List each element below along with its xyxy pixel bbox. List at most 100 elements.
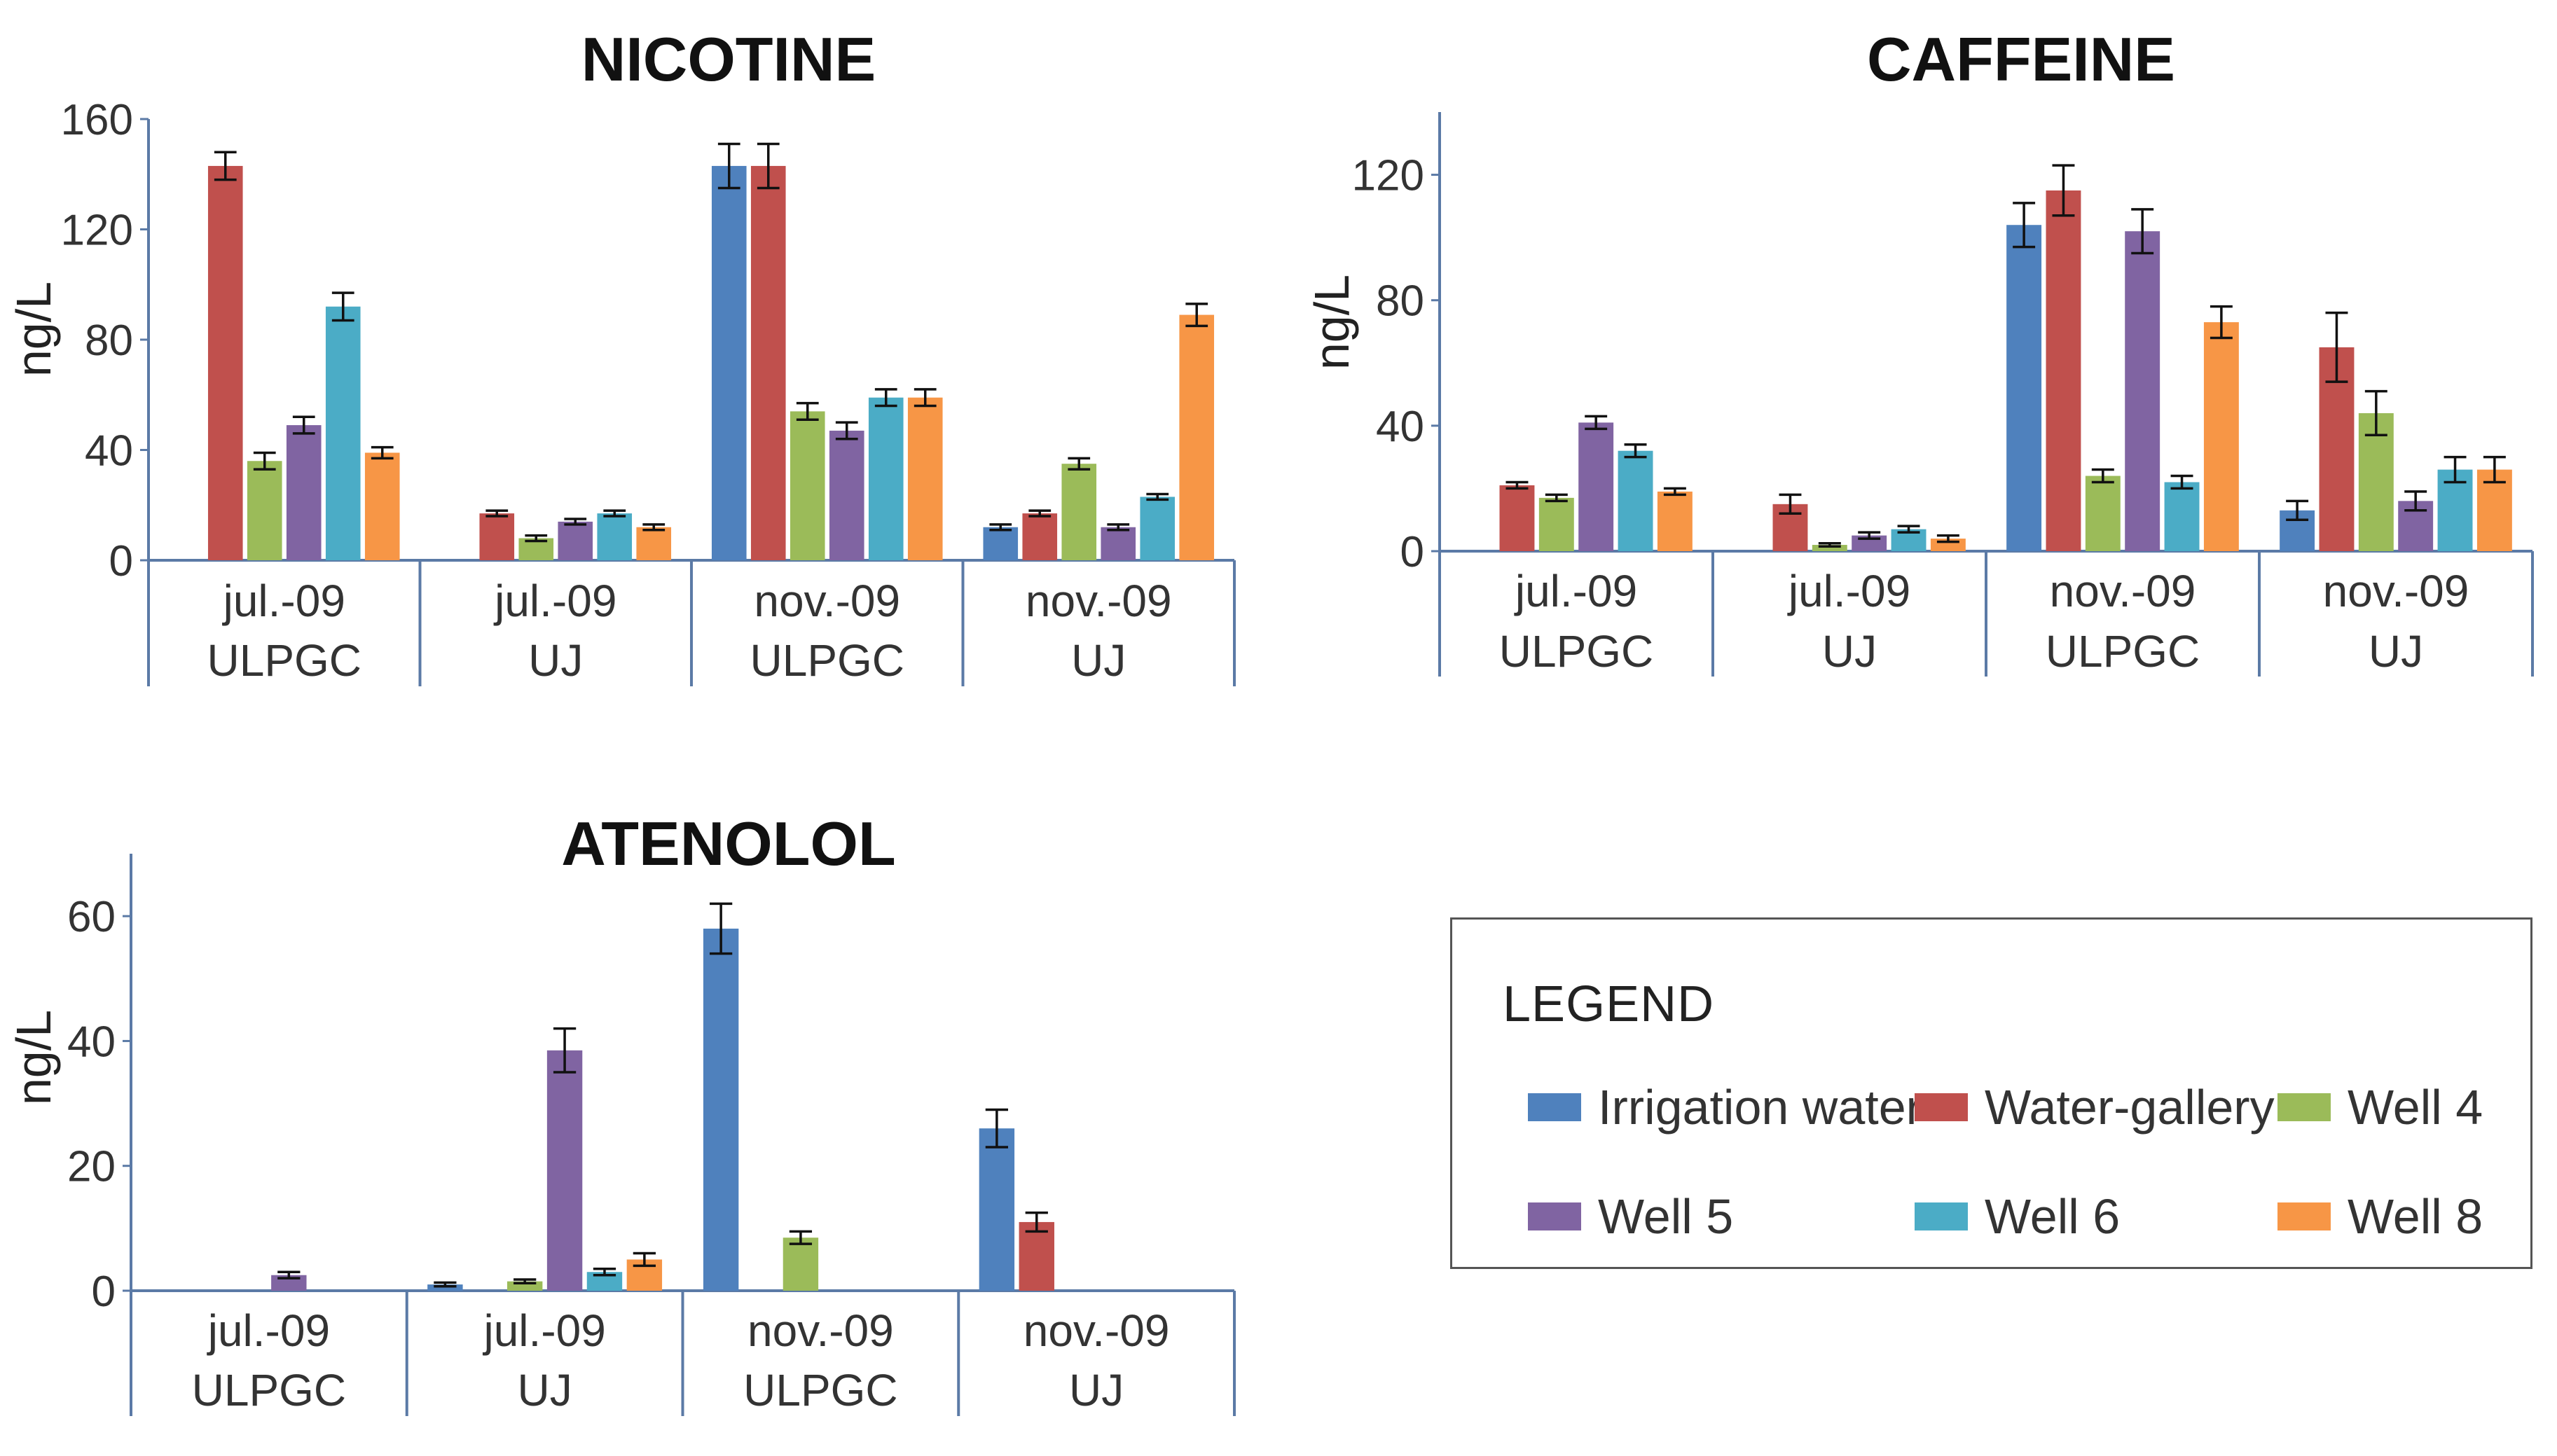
legend-label: Well 4 [2348, 1080, 2483, 1135]
atenolol-x-tick-label-date: nov.-09 [747, 1305, 894, 1356]
legend-item-irrigation-water: Irrigation water [1528, 1079, 1922, 1135]
atenolol-x-tick-label-site: UJ [1069, 1365, 1124, 1415]
legend-swatch-well-6 [1915, 1202, 1968, 1230]
nicotine-bar-well-8 [907, 397, 943, 560]
caffeine-y-tick-label: 40 [1376, 403, 1424, 451]
legend: LEGEND Irrigation water Water-gallery We… [1450, 917, 2532, 1269]
nicotine-x-tick-label-site: ULPGC [207, 635, 362, 686]
caffeine-x-tick-label-date: jul.-09 [1514, 566, 1637, 616]
atenolol-x-tick-label-site: ULPGC [743, 1365, 898, 1415]
legend-swatch-well-4 [2277, 1093, 2331, 1121]
nicotine-y-tick-label: 160 [61, 96, 133, 144]
caffeine-bar-well-6 [2164, 482, 2200, 551]
caffeine-x-tick-label-site: UJ [1822, 626, 1877, 677]
caffeine-bar-well-4 [1538, 497, 1574, 551]
atenolol-x-tick-label-date: jul.-09 [482, 1305, 605, 1356]
legend-item-well-6: Well 6 [1915, 1188, 2120, 1244]
caffeine-x-tick-label-date: jul.-09 [1787, 566, 1910, 616]
nicotine-y-tick-label: 80 [85, 317, 133, 365]
atenolol-chart-title: ATENOLOL [561, 809, 895, 878]
caffeine-bar-well-6 [1618, 450, 1653, 551]
atenolol-y-tick-label: 0 [92, 1268, 116, 1316]
caffeine-y-tick-label: 120 [1352, 152, 1424, 200]
nicotine-y-tick-label: 120 [61, 207, 133, 255]
atenolol-bar-water-gallery [1019, 1221, 1054, 1291]
atenolol-bar-irrigation-water [979, 1128, 1015, 1291]
legend-label: Well 5 [1598, 1189, 1734, 1244]
nicotine-x-tick-label-site: ULPGC [750, 635, 905, 686]
nicotine-bar-well-8 [636, 527, 672, 560]
nicotine-bar-well-6 [1140, 497, 1176, 560]
caffeine-bar-water-gallery [2046, 190, 2081, 551]
legend-label: Water-gallery [1985, 1080, 2275, 1135]
nicotine-bar-water-gallery [750, 165, 786, 560]
nicotine-chart-title: NICOTINE [581, 25, 876, 94]
atenolol-bar-irrigation-water [427, 1284, 463, 1291]
legend-item-water-gallery: Water-gallery [1915, 1079, 2275, 1135]
caffeine-bar-well-4 [1812, 545, 1847, 551]
atenolol-y-axis-label: ng/L [6, 1010, 61, 1105]
nicotine-x-tick-label-site: UJ [1071, 635, 1126, 686]
nicotine-bar-well-4 [790, 411, 825, 560]
caffeine-x-tick-label-date: nov.-09 [2050, 566, 2196, 616]
atenolol-y-tick-label: 20 [67, 1143, 116, 1191]
legend-swatch-irrigation-water [1528, 1093, 1581, 1121]
nicotine-bar-well-5 [829, 430, 864, 560]
caffeine-chart-title: CAFFEINE [1867, 25, 2175, 94]
caffeine-x-tick-label-date: nov.-09 [2323, 566, 2469, 616]
nicotine-bar-irrigation-water [983, 527, 1019, 560]
legend-title: LEGEND [1503, 976, 1715, 1032]
caffeine-x-tick-label-site: ULPGC [1499, 626, 1654, 677]
legend-label: Well 6 [1985, 1189, 2121, 1244]
caffeine-y-tick-label: 80 [1376, 277, 1424, 326]
caffeine-x-tick-label-site: UJ [2369, 626, 2423, 677]
nicotine-x-tick-label-date: jul.-09 [222, 576, 345, 626]
caffeine-bar-well-5 [1578, 422, 1614, 551]
nicotine-bar-well-6 [868, 397, 904, 560]
atenolol-bar-irrigation-water [703, 928, 739, 1291]
legend-label: Well 8 [2348, 1189, 2483, 1244]
atenolol-x-tick-label-date: nov.-09 [1024, 1305, 1170, 1356]
caffeine-bar-well-8 [2203, 322, 2239, 551]
nicotine-bar-water-gallery [1022, 513, 1058, 560]
nicotine-bar-water-gallery [207, 165, 243, 560]
legend-swatch-water-gallery [1915, 1093, 1968, 1121]
caffeine-y-axis-label: ng/L [1304, 275, 1359, 370]
nicotine-bar-well-4 [247, 461, 282, 560]
caffeine-bar-water-gallery [1499, 485, 1535, 551]
nicotine-x-tick-label-date: jul.-09 [493, 576, 616, 626]
caffeine-bar-well-4 [2085, 476, 2121, 551]
nicotine-y-tick-label: 40 [85, 427, 133, 476]
nicotine-x-tick-label-date: nov.-09 [754, 576, 900, 626]
nicotine-bar-well-6 [597, 513, 633, 560]
legend-swatch-well-5 [1528, 1202, 1581, 1230]
atenolol-x-tick-label-date: jul.-09 [207, 1305, 330, 1356]
atenolol-y-tick-label: 60 [67, 893, 116, 941]
legend-item-well-8: Well 8 [2277, 1188, 2483, 1244]
atenolol-x-tick-label-site: UJ [518, 1365, 572, 1415]
caffeine-y-tick-label: 0 [1400, 528, 1424, 576]
atenolol-y-tick-label: 40 [67, 1018, 116, 1066]
legend-label: Irrigation water [1598, 1080, 1922, 1135]
caffeine-bar-irrigation-water [2006, 225, 2042, 551]
atenolol-x-tick-label-site: ULPGC [192, 1365, 347, 1415]
nicotine-bar-irrigation-water [711, 165, 747, 560]
nicotine-bar-well-5 [558, 521, 593, 560]
nicotine-bar-well-5 [1101, 527, 1136, 560]
legend-swatch-well-8 [2277, 1202, 2331, 1230]
nicotine-y-axis-label: ng/L [6, 282, 61, 377]
caffeine-bar-well-8 [1657, 491, 1693, 551]
nicotine-bar-well-5 [286, 425, 322, 560]
legend-item-well-5: Well 5 [1528, 1188, 1733, 1244]
legend-item-well-4: Well 4 [2277, 1079, 2483, 1135]
nicotine-bar-water-gallery [479, 513, 515, 560]
atenolol-bar-well-4 [783, 1237, 819, 1291]
nicotine-y-tick-label: 0 [109, 537, 133, 585]
nicotine-bar-well-4 [1061, 464, 1097, 560]
caffeine-bar-well-5 [2125, 231, 2160, 551]
nicotine-x-tick-label-site: UJ [528, 635, 583, 686]
nicotine-bar-well-8 [1179, 314, 1215, 560]
caffeine-x-tick-label-site: ULPGC [2046, 626, 2200, 677]
nicotine-bar-well-6 [325, 306, 361, 560]
